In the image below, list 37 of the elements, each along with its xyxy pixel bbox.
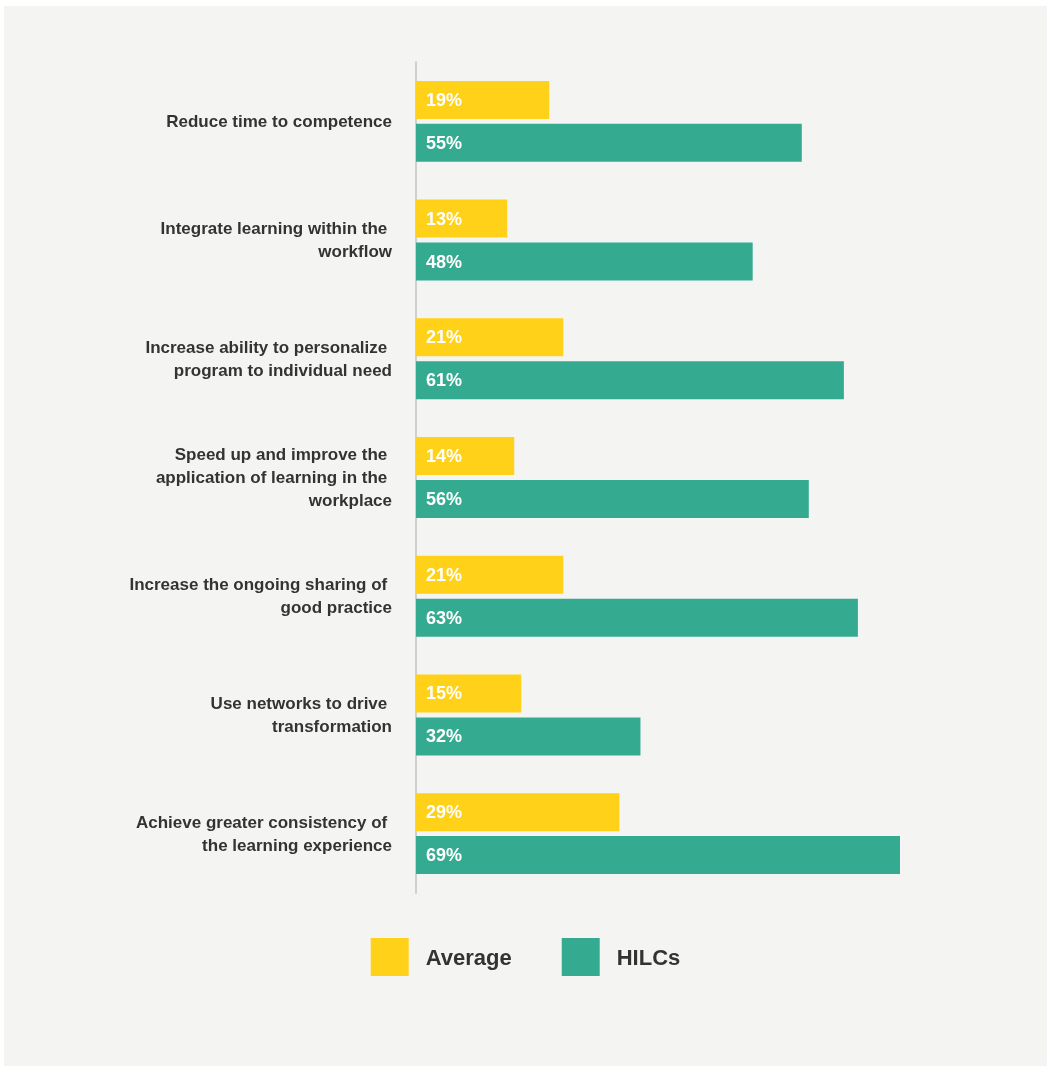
y-tick-label: Increase the ongoing sharing of good practice — [129, 575, 392, 618]
data-label: 32% — [426, 726, 463, 747]
bar — [416, 836, 900, 875]
bar — [416, 437, 515, 476]
data-label: 21% — [426, 327, 463, 348]
y-tick-label: Achieve greater consistency of the learning experience — [135, 812, 392, 855]
bar — [416, 598, 858, 637]
data-label: 61% — [426, 370, 463, 391]
data-label: 21% — [426, 564, 463, 585]
legend-label: Average — [425, 944, 512, 970]
y-tick-label: Reduce time to competence — [166, 111, 392, 131]
data-label: 15% — [426, 683, 463, 704]
bar — [416, 318, 564, 357]
bar — [416, 674, 522, 713]
bar — [416, 793, 620, 832]
bar — [416, 80, 550, 119]
bar — [416, 479, 809, 518]
bar — [416, 361, 844, 400]
data-label: 19% — [426, 89, 463, 110]
bar — [416, 242, 753, 281]
bar — [416, 199, 508, 238]
data-label: 29% — [426, 802, 463, 823]
y-tick-label: Integrate learning within the workflow — [160, 219, 393, 262]
legend-label: HILCs — [616, 944, 681, 970]
bar — [416, 555, 564, 594]
bar — [416, 717, 641, 756]
data-label: 13% — [426, 208, 463, 229]
data-label: 69% — [426, 845, 463, 866]
data-label: 63% — [426, 607, 463, 628]
data-label: 56% — [426, 488, 463, 509]
y-tick-label: Use networks to drive transformation — [210, 693, 392, 736]
data-label: 48% — [426, 251, 463, 272]
y-tick-label: Increase ability to personalize program to individual need — [145, 337, 392, 380]
bar — [416, 123, 802, 162]
data-label: 55% — [426, 132, 463, 153]
data-label: 14% — [426, 446, 463, 467]
y-tick-label: Speed up and improve the application of learning in the workplace — [155, 445, 392, 510]
